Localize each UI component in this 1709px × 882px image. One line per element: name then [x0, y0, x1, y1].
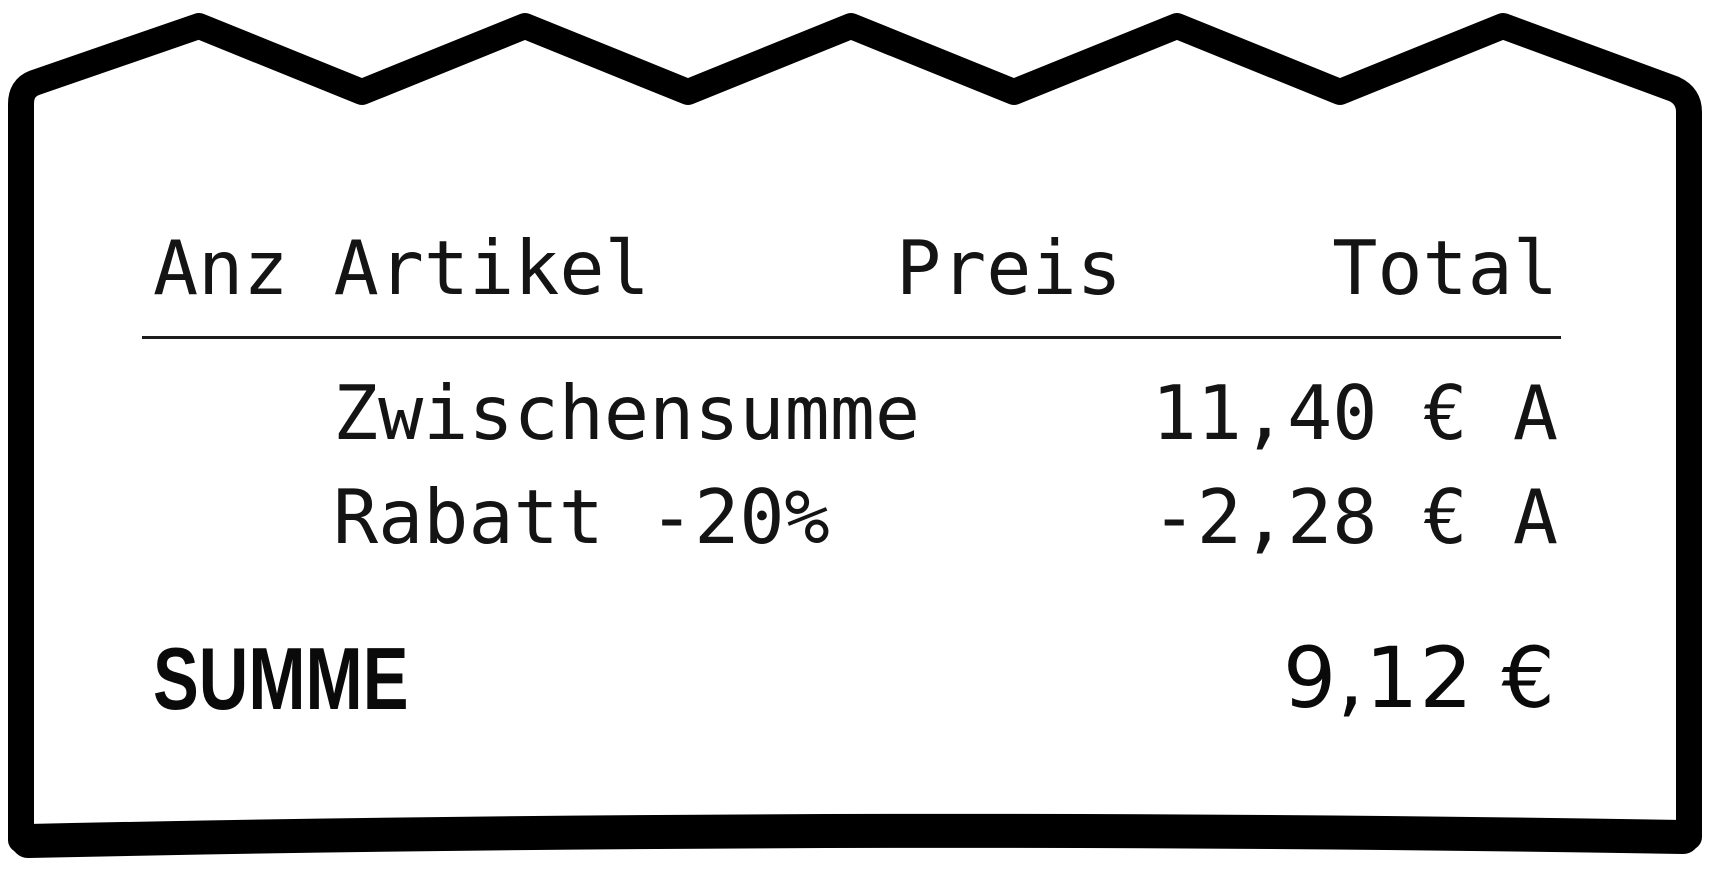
- row-amount: 11,40 € A: [1151, 369, 1558, 457]
- row-article-label: Rabatt -20%: [333, 473, 830, 561]
- total-amount: 9,12 €: [1282, 629, 1556, 727]
- column-header-qty-article: Anz Artikel: [153, 224, 650, 312]
- receipt-bottom-edge: [11, 813, 1700, 858]
- column-header-total: Total: [1332, 224, 1558, 312]
- row-article-label: Zwischensumme: [333, 369, 920, 457]
- table-row: Zwischensumme 11,40 € A: [153, 376, 1558, 451]
- column-header-price: Preis: [896, 224, 1122, 312]
- header-divider: [142, 336, 1561, 339]
- table-header-row: Anz Artikel Preis Total: [153, 231, 1558, 311]
- table-row: Rabatt -20% -2,28 € A: [153, 480, 1558, 555]
- row-amount: -2,28 € A: [1151, 473, 1558, 561]
- total-label: SUMME: [153, 629, 409, 728]
